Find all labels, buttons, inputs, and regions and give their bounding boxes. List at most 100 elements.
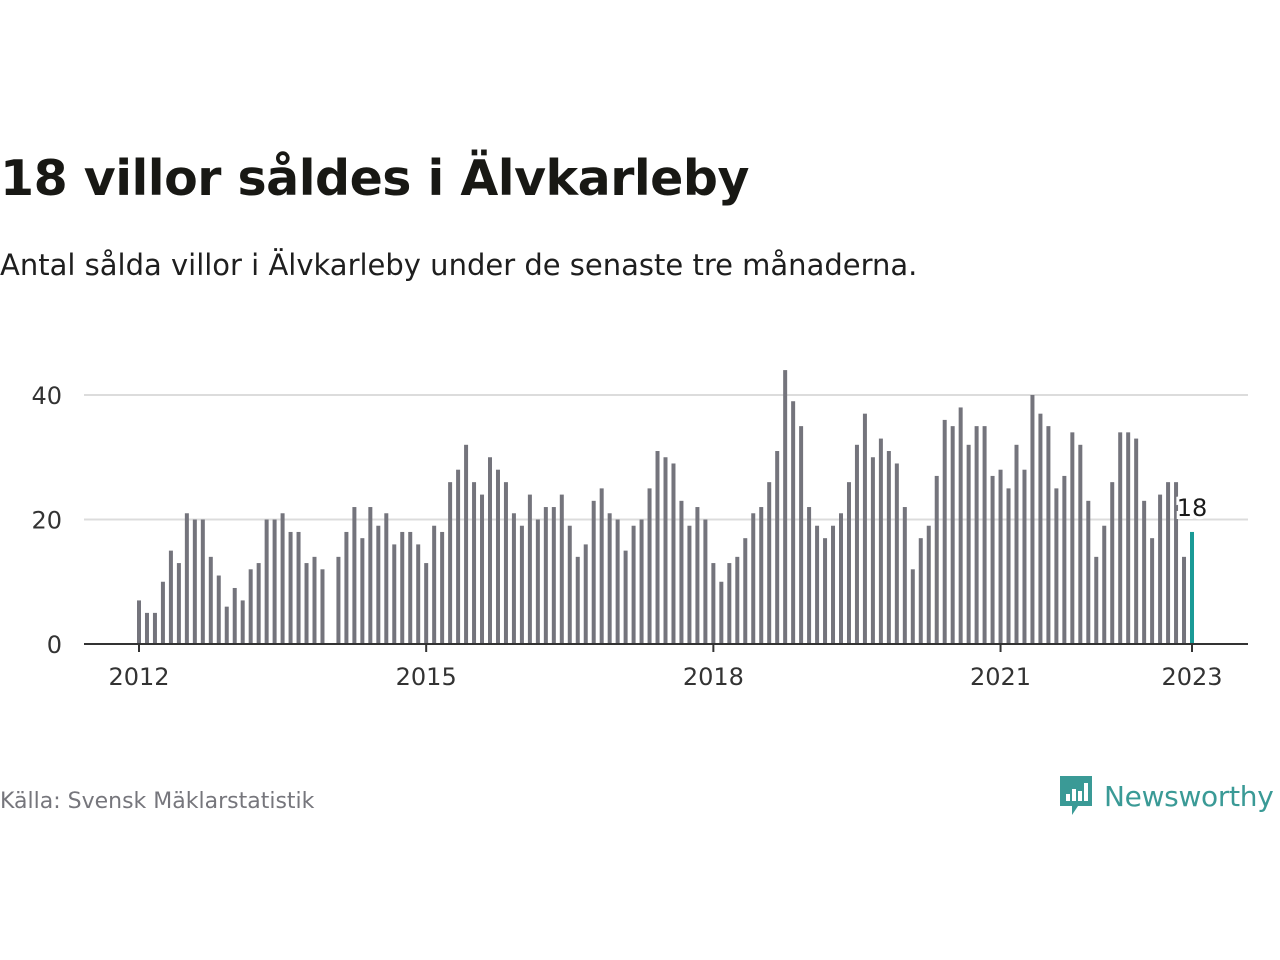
bar (910, 569, 915, 644)
bar (456, 469, 461, 644)
bar (1086, 500, 1091, 644)
brand-name: Newsworthy (1104, 779, 1274, 813)
last-value-label: 18 (1177, 494, 1208, 522)
bar (615, 519, 620, 644)
bar (679, 500, 684, 644)
bar (1078, 444, 1083, 644)
bar (695, 507, 700, 644)
bar (360, 538, 365, 644)
bar (846, 482, 851, 644)
bar (264, 519, 269, 644)
bar (224, 606, 229, 644)
bar (854, 444, 859, 644)
bar (527, 494, 532, 644)
bar (137, 600, 141, 644)
bar (862, 413, 867, 644)
bar (208, 556, 213, 644)
bar (735, 556, 740, 644)
bar (591, 500, 596, 644)
bar (248, 569, 253, 644)
bar (950, 426, 955, 645)
bar (144, 612, 149, 645)
x-tick-label: 2021 (970, 663, 1031, 691)
bar (1006, 488, 1011, 645)
bar (878, 438, 883, 644)
bar (272, 519, 277, 644)
bar (655, 451, 660, 644)
bar (767, 482, 772, 644)
bar (783, 370, 788, 644)
bar (1150, 538, 1155, 644)
bar (1046, 426, 1051, 645)
bar (823, 538, 828, 644)
bar (958, 407, 963, 644)
bar (671, 463, 676, 644)
source-note: Källa: Svensk Mäklarstatistik (0, 789, 315, 814)
bar (966, 444, 971, 644)
bar (982, 426, 987, 645)
bar (384, 513, 389, 644)
bar (1102, 525, 1107, 644)
x-tick-label: 2012 (108, 663, 169, 691)
bar (1158, 494, 1163, 644)
bar (759, 507, 764, 644)
bar (815, 525, 820, 644)
bar (448, 482, 453, 644)
bar (607, 513, 612, 644)
bar (392, 544, 397, 644)
bar (312, 556, 317, 644)
bar (200, 519, 205, 644)
newsworthy-logo-icon (1060, 776, 1092, 815)
bar (1022, 469, 1027, 644)
bar (639, 519, 644, 644)
bar (727, 563, 732, 644)
bar (320, 569, 325, 644)
bar (152, 612, 157, 645)
bar (1126, 432, 1131, 644)
bars (137, 370, 1194, 645)
x-tick-label: 2015 (396, 663, 457, 691)
bar (176, 563, 181, 644)
bar (232, 587, 237, 644)
bar (1142, 500, 1147, 644)
bar (623, 550, 628, 645)
bar (559, 494, 564, 644)
bar (775, 451, 780, 644)
bar (464, 444, 469, 644)
bar (519, 525, 524, 644)
bar (567, 525, 572, 644)
bar (424, 563, 429, 644)
bar (400, 531, 405, 644)
bar (575, 556, 580, 644)
bar (1134, 438, 1139, 644)
bar (551, 507, 556, 644)
bar (1166, 482, 1171, 644)
bar (416, 544, 421, 644)
chart-subtitle: Antal sålda villor i Älvkarleby under de… (0, 248, 918, 282)
bar (703, 519, 708, 644)
bar (168, 550, 173, 645)
bar (791, 401, 796, 644)
bar (799, 426, 804, 645)
bar (495, 469, 500, 644)
bar (663, 457, 668, 644)
bar-highlight (1190, 531, 1194, 644)
bar (647, 488, 652, 645)
bar (288, 531, 293, 644)
bar (1118, 432, 1123, 644)
bar (687, 525, 692, 644)
bar (831, 525, 836, 644)
bar (511, 513, 516, 644)
bar (894, 463, 899, 644)
bar (296, 531, 301, 644)
bar (918, 538, 923, 644)
bar (480, 494, 485, 644)
bar (839, 513, 843, 644)
y-tick-label: 40 (31, 382, 62, 410)
bar (216, 575, 221, 644)
bar (751, 513, 756, 644)
bar (376, 525, 381, 644)
brand-logo: Newsworthy (1058, 774, 1274, 818)
bar (902, 507, 907, 644)
